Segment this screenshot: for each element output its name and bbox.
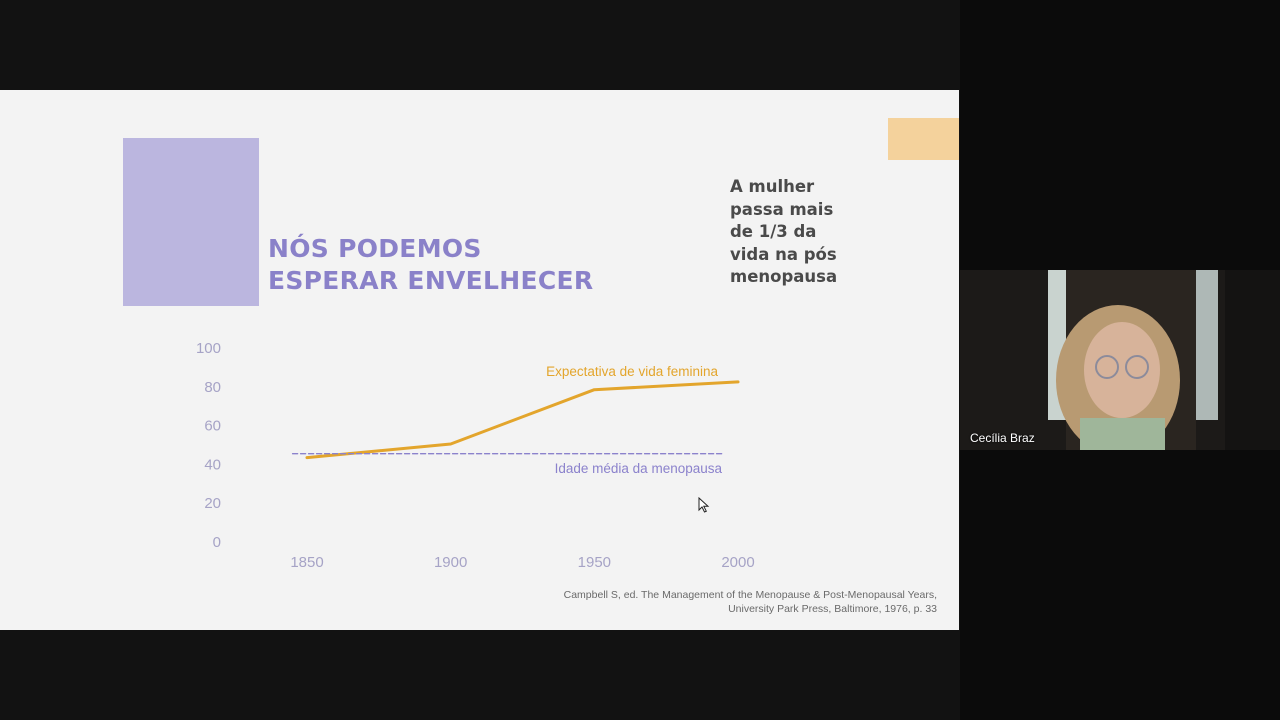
menopause-age-label: Idade média da menopausa (555, 461, 723, 476)
citation: Campbell S, ed. The Management of the Me… (477, 589, 937, 616)
side-note: A mulher passa mais de 1/3 da vida na pó… (730, 176, 890, 289)
bottom-letterbox (0, 630, 960, 720)
x-tick-label-1950: 1950 (578, 554, 611, 571)
shared-slide: NÓS PODEMOS ESPERAR ENVELHECER A mulher … (0, 90, 959, 630)
y-tick-label-0: 0 (213, 534, 221, 551)
life-expectancy-label: Expectativa de vida feminina (546, 364, 718, 379)
top-letterbox (0, 0, 960, 90)
x-tick-label-1900: 1900 (434, 554, 467, 571)
y-tick-label-100: 100 (196, 340, 221, 357)
slide-title-line-1: NÓS PODEMOS (268, 234, 482, 263)
side-note-line-2: passa mais (730, 199, 834, 219)
side-note-line-1: A mulher (730, 177, 815, 196)
y-tick-label-40: 40 (204, 456, 221, 473)
citation-line-2: University Park Press, Baltimore, 1976, … (728, 602, 937, 615)
x-tick-label-2000: 2000 (721, 554, 754, 571)
slide-title-line-2: ESPERAR ENVELHECER (268, 266, 594, 295)
y-tick-label-60: 60 (204, 418, 221, 435)
side-note-line-5: menopausa (730, 267, 838, 286)
slide-title: NÓS PODEMOS ESPERAR ENVELHECER (268, 233, 628, 297)
participant-name-label: Cecília Braz (970, 431, 1035, 445)
side-note-line-4: vida na pós (730, 244, 837, 264)
x-tick-label-1850: 1850 (290, 554, 323, 571)
participant-video-tile[interactable]: Cecília Braz (960, 270, 1280, 450)
y-tick-label-80: 80 (204, 379, 221, 396)
life-expectancy-chart: 0 20 40 60 80 100 1850 1900 1950 2000 Expectativa … (196, 340, 755, 571)
life-expectancy-line (305, 380, 740, 460)
mouse-cursor-icon (698, 497, 710, 513)
orange-accent-block (888, 118, 959, 160)
citation-line-1: Campbell S, ed. The Management of the Me… (563, 589, 937, 601)
y-tick-label-20: 20 (204, 495, 221, 512)
side-note-line-3: de 1/3 da (730, 222, 817, 241)
purple-accent-block (123, 138, 259, 306)
participant-video-image (960, 270, 1280, 450)
